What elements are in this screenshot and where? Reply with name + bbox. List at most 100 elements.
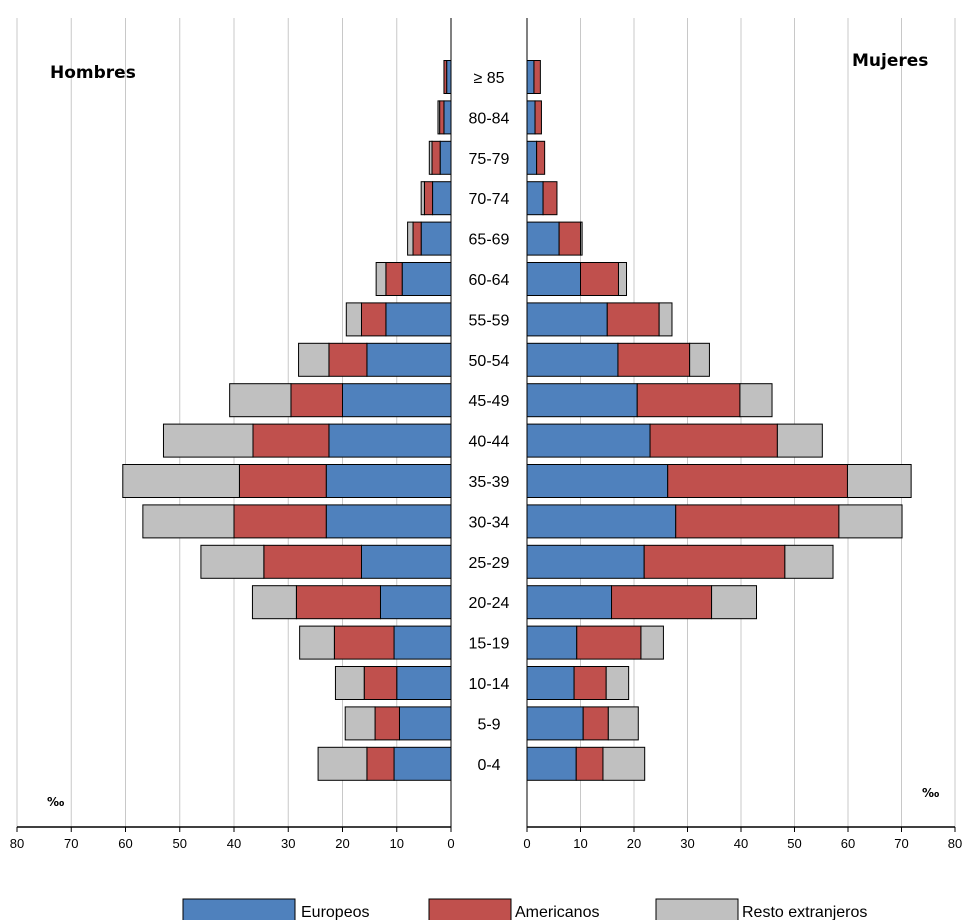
bar-men-americanos <box>360 302 387 337</box>
age-group-label: 30-34 <box>469 514 510 531</box>
tick-label-left: 10 <box>390 836 404 851</box>
age-group-label: 50-54 <box>469 353 510 370</box>
bar-women-europeos <box>526 625 578 660</box>
legend-label-americanos: Americanos <box>515 904 599 920</box>
age-group-label: 25-29 <box>469 555 510 572</box>
bar-men-resto-extranjeros <box>334 666 365 700</box>
bar-women-europeos <box>526 60 535 94</box>
bar-men-americanos <box>366 746 395 781</box>
legend-label-resto-extranjeros: Resto extranjeros <box>742 904 867 920</box>
tick-label-left: 0 <box>447 836 454 851</box>
bar-women-americanos <box>533 60 541 94</box>
bar-men-resto-extranjeros <box>200 544 265 579</box>
bar-men-europeos <box>379 585 452 620</box>
bar-men-americanos <box>363 666 398 700</box>
bar-men-europeos <box>342 383 452 418</box>
bar-women-europeos <box>526 504 677 539</box>
bar-women-europeos <box>526 181 544 216</box>
bar-women-americanos <box>582 706 609 741</box>
bar-men-resto-extranjeros <box>298 342 330 377</box>
age-group-label: 65-69 <box>469 232 510 249</box>
bar-men-resto-extranjeros <box>345 302 362 337</box>
bar-men-americanos <box>263 544 362 579</box>
age-group-label: 55-59 <box>469 312 510 329</box>
bar-men-europeos <box>366 342 452 377</box>
bar-women-europeos <box>526 666 575 700</box>
bar-men-europeos <box>393 746 452 781</box>
bar-men-resto-extranjeros <box>344 706 376 741</box>
bar-women-europeos <box>526 544 645 579</box>
tick-label-left: 40 <box>227 836 241 851</box>
bar-men-europeos <box>325 464 452 498</box>
bar-women-europeos <box>526 585 613 620</box>
bar-women-resto-extranjeros <box>846 464 912 498</box>
bar-men-americanos <box>233 504 327 539</box>
bar-men-americanos <box>238 464 327 498</box>
bar-women-resto-extranjeros <box>711 585 758 620</box>
tick-label-left: 30 <box>281 836 295 851</box>
tick-label-right: 40 <box>734 836 748 851</box>
bar-women-americanos <box>611 585 713 620</box>
age-group-label: 45-49 <box>469 393 510 410</box>
age-group-label: 60-64 <box>469 272 510 289</box>
bar-women-resto-extranjeros <box>617 262 628 296</box>
bar-men-europeos <box>432 181 452 216</box>
bar-men-resto-extranjeros <box>420 181 425 216</box>
legend-swatch-americanos <box>428 898 512 920</box>
bar-men-resto-extranjeros <box>162 423 254 458</box>
bar-women-resto-extranjeros <box>640 625 664 660</box>
bar-women-resto-extranjeros <box>605 666 630 700</box>
bar-men-europeos <box>401 262 452 296</box>
bar-men-americanos <box>431 140 441 175</box>
bar-women-europeos <box>526 262 581 296</box>
bar-men-europeos <box>396 666 452 700</box>
bar-women-americanos <box>636 383 741 418</box>
bar-men-americanos <box>443 60 448 94</box>
tick-label-right: 80 <box>948 836 962 851</box>
bar-men-resto-extranjeros <box>437 100 441 135</box>
bar-women-americanos <box>643 544 786 579</box>
age-group-label: 0-4 <box>477 757 500 774</box>
labels: Hombres Mujeres ‰ ‰ 80 80 70 70 60 60 50 50 40 40… <box>10 51 962 851</box>
age-group-label: ≥ 85 <box>473 70 504 87</box>
bar-men-resto-extranjeros <box>251 585 297 620</box>
bar-women-americanos <box>649 423 778 458</box>
bars <box>122 60 912 781</box>
bar-women-americanos <box>542 181 558 216</box>
age-group-label: 5-9 <box>477 716 500 733</box>
bar-women-resto-extranjeros <box>739 383 773 418</box>
tick-label-left: 50 <box>173 836 187 851</box>
bar-men-americanos <box>439 100 445 135</box>
bar-men-americanos <box>252 423 330 458</box>
bar-women-americanos <box>536 140 546 175</box>
tick-label-right: 0 <box>523 836 530 851</box>
bar-women-americanos <box>534 100 542 135</box>
bar-men-americanos <box>423 181 434 216</box>
bar-women-americanos <box>575 746 604 781</box>
bar-men-resto-extranjeros <box>229 383 292 418</box>
bar-women-resto-extranjeros <box>580 221 583 256</box>
bar-men-resto-extranjeros <box>375 262 387 296</box>
tick-label-right: 60 <box>841 836 855 851</box>
bar-women-europeos <box>526 221 560 256</box>
tick-label-left: 80 <box>10 836 24 851</box>
bar-men-resto-extranjeros <box>122 464 240 498</box>
age-group-label: 80-84 <box>469 110 510 127</box>
tick-label-right: 70 <box>894 836 908 851</box>
age-group-label: 20-24 <box>469 595 510 612</box>
tick-label-left: 70 <box>64 836 78 851</box>
bar-men-europeos <box>360 544 452 579</box>
bar-women-americanos <box>558 221 581 256</box>
bar-women-europeos <box>526 100 536 135</box>
bar-men-europeos <box>393 625 452 660</box>
bar-men-americanos <box>385 262 403 296</box>
bar-men-europeos <box>398 706 452 741</box>
bar-women-europeos <box>526 746 577 781</box>
age-group-label: 15-19 <box>469 636 510 653</box>
bar-men-europeos <box>385 302 452 337</box>
bar-women-europeos <box>526 302 608 337</box>
age-group-label: 35-39 <box>469 474 510 491</box>
bar-men-americanos <box>328 342 368 377</box>
